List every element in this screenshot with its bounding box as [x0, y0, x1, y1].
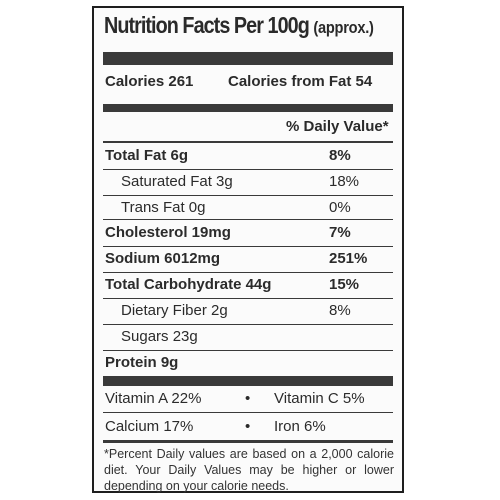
nutrient-name: Sugars 23g [121, 328, 198, 345]
divider [103, 219, 393, 220]
nutrient-name: Total Carbohydrate 44g [105, 276, 272, 293]
nutrient-name: Dietary Fiber 2g [121, 302, 228, 319]
nutrient-dv: 251% [329, 250, 368, 267]
vitamin-c: Vitamin C 5% [274, 390, 365, 407]
calories-from-fat: Calories from Fat 54 [228, 73, 373, 90]
vitamin-a: Vitamin A 22% [105, 390, 202, 407]
daily-value-header: % Daily Value* [286, 118, 389, 135]
thick-divider-top [103, 52, 393, 65]
divider [103, 298, 393, 299]
divider [103, 412, 393, 413]
thick-divider-calories [103, 104, 393, 112]
nutrient-name: Cholesterol 19mg [105, 224, 231, 241]
footnote: *Percent Daily values are based on a 2,0… [104, 447, 394, 493]
calories-value: Calories 261 [105, 73, 194, 90]
divider [103, 169, 393, 170]
divider [103, 350, 393, 351]
calcium: Calcium 17% [105, 418, 194, 435]
calories-row: Calories 261 Calories from Fat 54 [103, 73, 393, 93]
iron: Iron 6% [274, 418, 326, 435]
divider-dv [103, 141, 393, 143]
separator-dot: • [245, 390, 251, 407]
nutrient-dv: 0% [329, 199, 351, 216]
title-qualifier: (approx.) [313, 18, 374, 37]
title-main: Nutrition Facts Per 100g [104, 12, 310, 38]
separator-dot: • [245, 418, 251, 435]
thick-divider-vitamins [103, 376, 393, 386]
nutrition-label: Nutrition Facts Per 100g (approx.) Calor… [92, 6, 404, 493]
nutrient-name: Protein 9g [105, 354, 179, 371]
divider [103, 324, 393, 325]
nutrient-name: Trans Fat 0g [121, 199, 206, 216]
daily-value-header-row: % Daily Value* [103, 118, 393, 138]
nutrient-dv: 18% [329, 173, 360, 190]
divider [103, 272, 393, 273]
nutrient-name: Saturated Fat 3g [121, 173, 233, 190]
divider-footnote [103, 440, 393, 443]
divider [103, 195, 393, 196]
nutrient-dv: 8% [329, 147, 351, 164]
nutrient-dv: 8% [329, 302, 351, 319]
nutrient-dv: 15% [329, 276, 360, 293]
nutrient-name: Sodium 6012mg [105, 250, 221, 267]
nutrient-name: Total Fat 6g [105, 147, 189, 164]
label-title: Nutrition Facts Per 100g (approx.) [104, 12, 374, 39]
divider [103, 246, 393, 247]
nutrient-dv: 7% [329, 224, 351, 241]
